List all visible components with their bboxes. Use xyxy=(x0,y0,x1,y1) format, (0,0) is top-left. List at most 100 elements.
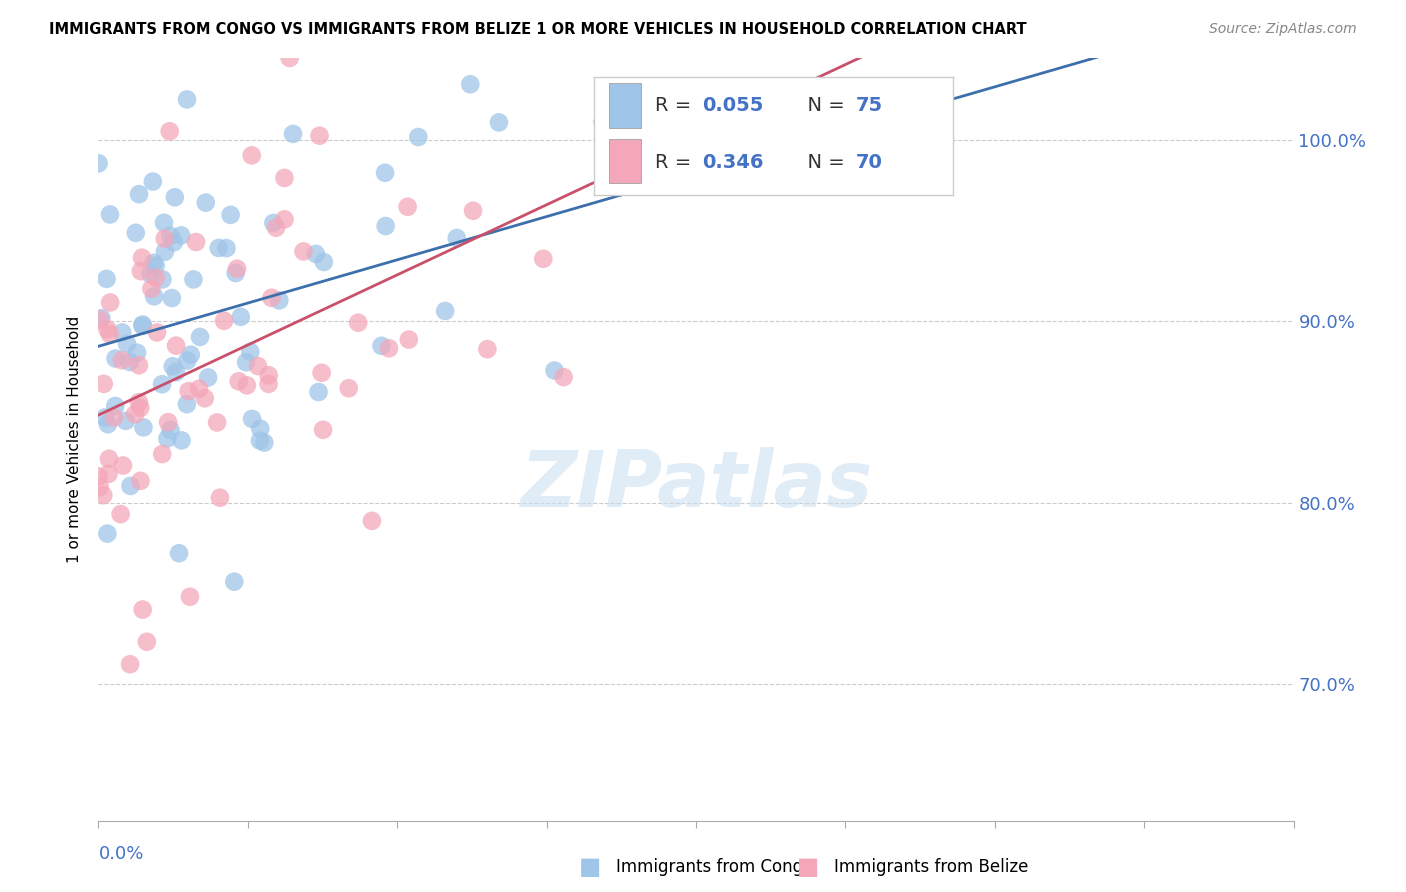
Point xyxy=(96,322,118,336)
Point xyxy=(260,291,283,305)
Point xyxy=(624,136,647,151)
Point xyxy=(159,124,181,138)
Point xyxy=(219,208,242,222)
Point xyxy=(257,368,280,383)
Point xyxy=(461,203,484,218)
Text: Immigrants from Belize: Immigrants from Belize xyxy=(834,858,1028,876)
Point xyxy=(131,318,153,333)
Point xyxy=(477,342,499,356)
Point xyxy=(311,366,333,380)
Point xyxy=(96,526,118,541)
Point xyxy=(111,326,134,340)
Point xyxy=(170,434,193,448)
Point xyxy=(97,417,120,432)
Point xyxy=(446,231,468,245)
Point xyxy=(269,293,291,308)
Point xyxy=(125,226,148,240)
Point xyxy=(131,602,153,616)
Text: Immigrants from Congo: Immigrants from Congo xyxy=(616,858,813,876)
Text: IMMIGRANTS FROM CONGO VS IMMIGRANTS FROM BELIZE 1 OR MORE VEHICLES IN HOUSEHOLD : IMMIGRANTS FROM CONGO VS IMMIGRANTS FROM… xyxy=(49,22,1026,37)
Point xyxy=(163,235,186,250)
Point xyxy=(378,341,401,355)
Point xyxy=(488,115,510,129)
Point xyxy=(278,51,301,65)
Text: ■: ■ xyxy=(579,855,602,879)
Point xyxy=(129,474,152,488)
Point xyxy=(257,376,280,391)
Point xyxy=(118,355,141,369)
Point xyxy=(143,289,166,303)
Point xyxy=(197,370,219,384)
Point xyxy=(91,488,114,502)
Point xyxy=(87,469,110,483)
Point xyxy=(103,410,125,425)
Point xyxy=(150,377,173,392)
Point xyxy=(167,546,190,560)
Point xyxy=(153,216,176,230)
Point xyxy=(308,128,330,143)
Point xyxy=(110,507,132,521)
Point xyxy=(89,480,111,494)
Text: ZIPatlas: ZIPatlas xyxy=(520,447,872,523)
Point xyxy=(240,412,263,426)
Point xyxy=(188,330,211,344)
Point xyxy=(165,338,187,352)
Point xyxy=(132,420,155,434)
Point xyxy=(129,401,152,415)
Point xyxy=(396,200,419,214)
Point xyxy=(361,514,384,528)
Point xyxy=(249,434,271,448)
Point xyxy=(142,175,165,189)
Point xyxy=(312,423,335,437)
Point xyxy=(408,130,430,145)
Point xyxy=(128,187,150,202)
Point xyxy=(141,282,163,296)
Point xyxy=(128,358,150,372)
Point xyxy=(374,166,396,180)
Point xyxy=(591,115,613,129)
Point xyxy=(89,313,111,327)
Point xyxy=(194,391,217,405)
Point xyxy=(94,410,117,425)
Point xyxy=(163,190,186,204)
Point xyxy=(273,212,295,227)
Point xyxy=(225,266,247,280)
Point xyxy=(543,363,565,377)
Point xyxy=(124,407,146,421)
Point xyxy=(347,316,370,330)
Text: 0.0%: 0.0% xyxy=(98,845,143,863)
Point xyxy=(98,295,121,310)
Point xyxy=(262,216,284,230)
Point xyxy=(249,422,271,436)
Point xyxy=(98,207,121,221)
Point xyxy=(145,259,167,273)
Point xyxy=(273,170,295,185)
Point xyxy=(120,479,142,493)
Point xyxy=(125,345,148,359)
Point xyxy=(165,365,187,379)
Point xyxy=(374,219,396,233)
Point xyxy=(312,255,335,269)
Point xyxy=(114,414,136,428)
Point xyxy=(160,291,183,305)
Point xyxy=(162,359,184,374)
Point xyxy=(129,264,152,278)
Point xyxy=(104,399,127,413)
Point xyxy=(236,378,259,392)
Point xyxy=(128,395,150,409)
Point xyxy=(93,376,115,391)
Point xyxy=(188,382,211,396)
Point xyxy=(235,355,257,369)
Point xyxy=(146,326,169,340)
Point xyxy=(228,374,250,388)
Point xyxy=(90,311,112,326)
Point xyxy=(183,272,205,286)
Point xyxy=(176,397,198,411)
Point xyxy=(247,359,270,373)
Point xyxy=(177,384,200,398)
Point xyxy=(97,451,120,466)
Point xyxy=(281,127,304,141)
Point xyxy=(170,228,193,243)
Point xyxy=(308,384,330,399)
Point xyxy=(159,423,181,437)
